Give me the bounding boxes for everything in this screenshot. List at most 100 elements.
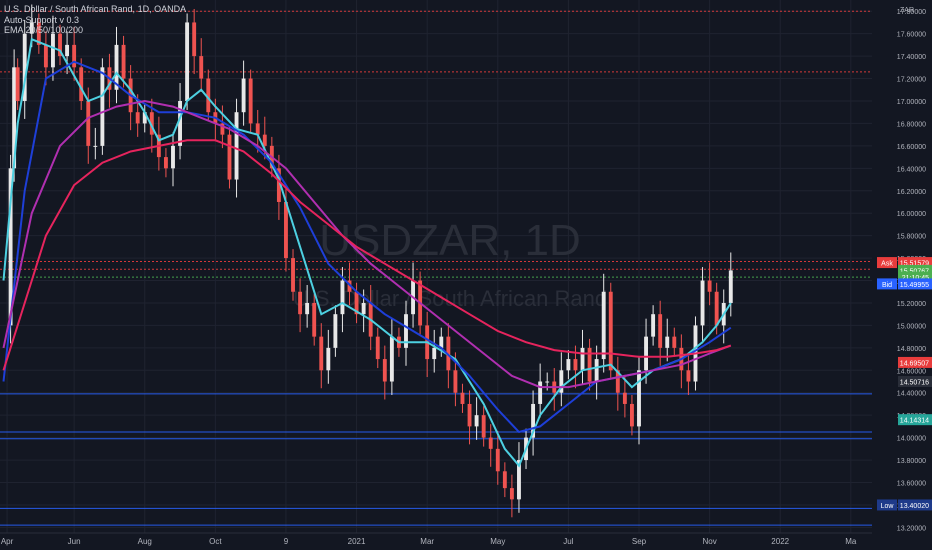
candle-body <box>15 67 20 101</box>
badge-value: 15.51579 <box>900 261 929 268</box>
candle-body <box>333 314 338 348</box>
ema-line <box>2 99 732 389</box>
time-tick-label: Mar <box>420 537 434 546</box>
price-tick-label: 14.40000 <box>897 391 926 398</box>
price-badges: Ask15.5157915.5076721:10:45Bid15.4995514… <box>877 257 932 511</box>
badge-value-box <box>898 257 932 269</box>
candle-body <box>517 460 521 500</box>
candle-body <box>467 403 472 427</box>
time-tick-label: 2021 <box>348 537 366 546</box>
ema-line <box>2 139 732 371</box>
candle-body <box>142 112 147 124</box>
candle-body <box>22 33 27 101</box>
support-resistance-levels <box>0 10 872 526</box>
candle-body <box>241 78 246 113</box>
ema-lines <box>2 37 732 468</box>
badge-label: Bid <box>882 282 892 289</box>
legend-title[interactable]: U.S. Dollar / South African Rand, 1D, OA… <box>4 4 187 14</box>
candle-body <box>594 359 599 382</box>
time-tick-label: 9 <box>284 537 289 546</box>
candle-body <box>65 44 70 57</box>
candle-body <box>651 314 656 337</box>
candle-body <box>573 359 578 371</box>
price-tick-label: 17.20000 <box>897 77 926 84</box>
candle-body <box>488 437 493 449</box>
watermark-symbol: USDZAR, 1D <box>319 216 581 265</box>
candle-body <box>43 44 48 68</box>
candle-body <box>587 347 592 382</box>
price-tick-label: 16.80000 <box>897 121 926 128</box>
price-tick-label: 17.80000 <box>897 9 926 16</box>
candle-body <box>72 44 77 68</box>
price-tick-label: 17.60000 <box>897 32 926 39</box>
candle-body <box>93 145 98 147</box>
legend-indicator-support[interactable]: Auto-Support v 0.3 <box>4 14 80 25</box>
candle-body <box>29 22 34 34</box>
candle-body <box>312 302 317 337</box>
candle-body <box>291 258 295 292</box>
candle-body <box>700 280 705 326</box>
candle-body <box>629 403 634 427</box>
badge-label: Ask <box>881 261 893 268</box>
price-tick-label: 14.80000 <box>897 346 926 353</box>
ema-line <box>2 37 732 468</box>
candle-body <box>149 112 154 135</box>
candle-body <box>8 168 13 326</box>
candle-body <box>234 112 239 180</box>
time-axis[interactable]: Apr Jun Aug Oct 9 2021 Mar May Jul Sep Nov 2022 Ma <box>0 532 932 550</box>
chart-legend: U.S. Dollar / South African Rand, 1D, OA… <box>4 4 186 36</box>
badge-value: 15.49955 <box>900 282 929 289</box>
candle-body <box>615 370 620 393</box>
candle-body <box>382 359 387 382</box>
candle-body <box>545 381 550 383</box>
candle-body <box>340 280 345 315</box>
candle-body <box>58 33 62 57</box>
candlesticks <box>8 4 733 518</box>
badge-value-box <box>898 278 932 290</box>
price-tick-label: 15.20000 <box>897 301 926 308</box>
candle-body <box>566 359 571 371</box>
badge-value: 14.69507 <box>900 360 929 367</box>
legend-indicator-ema[interactable]: EMA 20/50/100/200 <box>4 25 84 35</box>
badge-label-box <box>877 499 897 511</box>
candle-body <box>432 347 437 360</box>
price-tick-label: 14.00000 <box>897 436 926 443</box>
candle-body <box>305 302 310 315</box>
price-tick-label: 14.60000 <box>897 368 926 375</box>
candle-body <box>637 370 641 427</box>
candle-body <box>163 157 168 169</box>
time-tick-label: Nov <box>702 537 716 546</box>
time-tick-label: May <box>490 537 505 546</box>
time-axis-background <box>0 533 932 550</box>
candle-body <box>509 488 514 500</box>
candle-body <box>672 336 677 348</box>
candle-body <box>686 370 691 382</box>
candle-body <box>51 33 55 68</box>
time-tick-label: Jul <box>563 537 573 546</box>
candle-body <box>601 291 606 360</box>
badge-value-box <box>898 376 932 388</box>
candle-body <box>284 201 288 259</box>
candle-body <box>361 302 366 315</box>
candle-body <box>622 392 627 404</box>
candle-body <box>375 336 380 360</box>
time-tick-label: 2022 <box>771 537 789 546</box>
candle-body <box>276 168 281 202</box>
candle-body <box>12 67 17 169</box>
candle-body <box>178 100 182 146</box>
badge-value-box <box>898 356 932 368</box>
candle-body <box>121 44 126 79</box>
time-tick-label: Apr <box>1 537 14 546</box>
candle-body <box>538 381 543 404</box>
candle-body <box>248 78 253 124</box>
candle-body <box>658 314 663 348</box>
price-tick-label: 16.00000 <box>897 211 926 218</box>
candle-body <box>135 112 140 124</box>
candle-body <box>185 22 190 101</box>
candle-body <box>354 291 359 315</box>
badge-value: 14.50716 <box>900 380 929 387</box>
price-tick-label: 16.60000 <box>897 144 926 151</box>
candle-body <box>220 123 225 135</box>
